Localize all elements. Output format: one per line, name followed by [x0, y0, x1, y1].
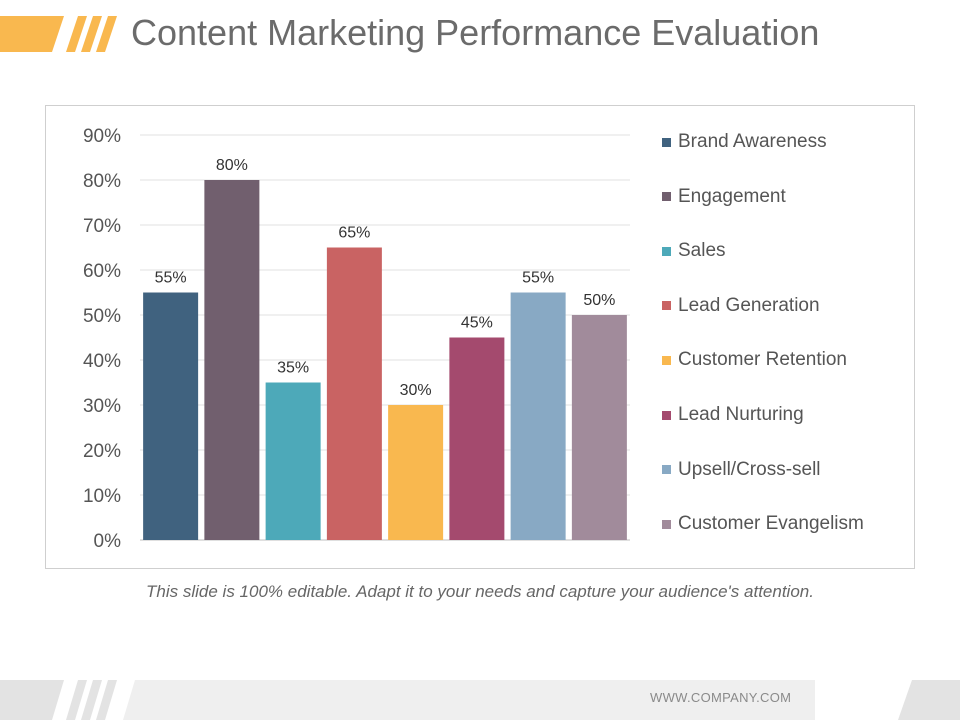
data-label: 30% — [400, 382, 432, 399]
footer-stripe-3 — [96, 680, 117, 720]
data-label: 80% — [216, 157, 248, 174]
legend-swatch — [662, 301, 671, 311]
y-axis-ticks: 0% 10% 20% 30% 40% 50% 60% 70% 80% 90% — [83, 126, 121, 552]
bar — [204, 180, 260, 540]
bar — [571, 315, 627, 540]
bar — [510, 292, 566, 540]
legend-swatch — [662, 465, 671, 475]
legend-label: Customer Evangelism — [678, 513, 864, 535]
bar — [388, 405, 444, 540]
footer-url: WWW.COMPANY.COM — [650, 690, 792, 705]
legend-label: Lead Nurturing — [678, 404, 804, 425]
footer-decoration — [0, 680, 960, 720]
data-label: 35% — [277, 360, 309, 377]
bar — [143, 292, 199, 540]
bar — [265, 382, 321, 540]
y-tick-label: 50% — [83, 306, 121, 327]
legend-item: Engagement — [662, 185, 786, 209]
legend-item: Brand Awareness — [662, 130, 827, 154]
legend-label: Sales — [678, 240, 726, 262]
data-label: 45% — [461, 315, 493, 332]
legend-swatch — [662, 137, 671, 147]
footer-left-bar — [0, 680, 64, 720]
legend-label: Brand Awareness — [678, 131, 827, 152]
legend-item: Customer Retention — [662, 348, 847, 372]
page-title: Content Marketing Performance Evaluation — [131, 12, 820, 53]
y-tick-label: 20% — [83, 441, 121, 462]
y-tick-label: 10% — [83, 486, 121, 507]
data-label: 55% — [522, 270, 554, 287]
header-decoration — [0, 16, 117, 52]
bars — [143, 180, 627, 540]
y-tick-label: 90% — [83, 126, 121, 147]
y-tick-label: 70% — [83, 216, 121, 237]
data-label: 50% — [583, 292, 615, 309]
legend-swatch — [662, 410, 671, 420]
legend-label: Upsell/Cross-sell — [678, 458, 821, 480]
header-stripe-3 — [96, 16, 117, 52]
legend-item: Upsell/Cross-sell — [662, 458, 821, 482]
y-tick-label: 60% — [83, 261, 121, 282]
footer-stripe-2 — [81, 680, 102, 720]
legend-item: Lead Nurturing — [662, 403, 804, 427]
legend-label: Engagement — [678, 185, 786, 207]
header-stripe-1 — [66, 16, 87, 52]
y-tick-label: 0% — [94, 531, 122, 552]
data-labels: 55% 80% 35% 65% 30% 45% 55% 50% — [155, 157, 616, 399]
y-tick-label: 30% — [83, 396, 121, 417]
legend-item: Customer Evangelism — [662, 512, 864, 536]
y-tick-label: 80% — [83, 171, 121, 192]
footer-stripe-1 — [66, 680, 87, 720]
footer-right-bar — [898, 680, 960, 720]
header-stripe-2 — [81, 16, 102, 52]
y-tick-label: 40% — [83, 351, 121, 372]
slide-caption: This slide is 100% editable. Adapt it to… — [146, 582, 814, 601]
data-label: 55% — [155, 270, 187, 287]
legend-item: Sales — [662, 239, 726, 263]
legend-swatch — [662, 246, 671, 256]
chart-frame — [45, 105, 915, 569]
bar — [449, 337, 505, 540]
legend-swatch — [662, 192, 671, 202]
header-accent-bar — [0, 16, 64, 52]
legend-item: Lead Generation — [662, 294, 820, 318]
footer-center-bar — [123, 680, 815, 720]
bar — [326, 247, 382, 540]
data-label: 65% — [338, 225, 370, 242]
legend-swatch — [662, 519, 671, 529]
legend-label: Customer Retention — [678, 349, 847, 371]
legend-label: Lead Generation — [678, 294, 820, 316]
legend-swatch — [662, 355, 671, 365]
